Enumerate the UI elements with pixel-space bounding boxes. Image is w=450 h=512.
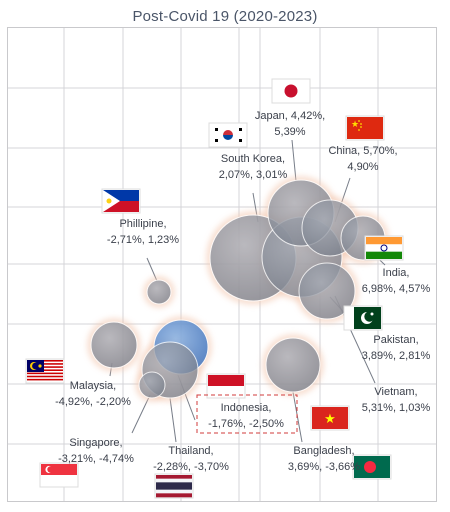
pakistan-flag-icon <box>343 305 383 331</box>
label-line1: China, 5,70%, <box>328 145 397 157</box>
point-label-vietnam: Vietnam, 5,31%, 1,03% <box>362 386 431 414</box>
svg-text:★: ★ <box>351 120 359 130</box>
indonesia-flag-icon <box>206 373 246 399</box>
point-label-phillipine: Phillipine, -2,71%, 1,23% <box>107 218 179 246</box>
labels: Japan, 4,42%, 5,39% China, 5,70%, 4,90% Sout… <box>55 110 430 473</box>
label-line1: Singapore, <box>69 437 122 449</box>
point-label-japan: Japan, 4,42%, 5,39% <box>255 110 325 138</box>
label-line2: -4,92%, -2,20% <box>55 396 131 408</box>
label-line1: Pakistan, <box>373 334 418 346</box>
label-line2: 6,98%, 4,57% <box>362 283 431 295</box>
bubble <box>265 337 321 393</box>
label-line1: Phillipine, <box>119 218 166 230</box>
leader-line-singapore <box>131 394 151 434</box>
philippines-flag-icon <box>101 188 141 214</box>
label-line1: India, <box>383 267 410 279</box>
malaysia-flag-icon <box>25 358 65 384</box>
label-line2: -2,28%, -3,70% <box>153 461 229 473</box>
china-flag-icon: ★ <box>345 115 385 141</box>
south-korea-flag-icon <box>208 122 248 148</box>
label-line1: South Korea, <box>221 153 285 165</box>
label-line2: 5,31%, 1,03% <box>362 402 431 414</box>
bubble <box>90 321 138 369</box>
label-line1: Thailand, <box>168 445 213 457</box>
point-label-singapore: Singapore, -3,21%, -4,74% <box>58 437 134 465</box>
point-label-india: India, 6,98%, 4,57% <box>362 267 431 295</box>
label-line2: 2,07%, 3,01% <box>219 169 288 181</box>
label-line1: Bangladesh, <box>293 445 354 457</box>
point-label-indonesia: Indonesia, -1,76%, -2,50% <box>208 402 284 430</box>
svg-text:★: ★ <box>324 412 336 427</box>
japan-flag-icon <box>271 78 311 104</box>
bubble <box>138 371 166 399</box>
label-line1: Malaysia, <box>70 380 116 392</box>
label-line1: Indonesia, <box>221 402 272 414</box>
label-line2: 4,90% <box>347 161 378 173</box>
india-flag-icon <box>364 235 404 261</box>
leader-line-thailand <box>169 397 177 443</box>
point-label-south-korea: South Korea, 2,07%, 3,01% <box>219 153 288 181</box>
point-label-bangladesh: Bangladesh, 3,69%, -3,66% <box>288 445 360 473</box>
point-label-malaysia: Malaysia, -4,92%, -2,20% <box>55 380 131 408</box>
leader-line-japan <box>291 139 297 182</box>
point-label-china: China, 5,70%, 4,90% <box>328 145 397 173</box>
label-line1: Japan, 4,42%, <box>255 110 325 122</box>
label-line2: 5,39% <box>274 126 305 138</box>
flags: ★★ <box>25 78 404 499</box>
label-line2: -3,21%, -4,74% <box>58 453 134 465</box>
vietnam-flag-icon: ★ <box>310 405 350 431</box>
label-line1: Vietnam, <box>374 386 417 398</box>
label-line2: 3,69%, -3,66% <box>288 461 360 473</box>
chart-title: Post-Covid 19 (2020-2023) <box>132 8 318 25</box>
point-label-thailand: Thailand, -2,28%, -3,70% <box>153 445 229 473</box>
highlight-box <box>196 394 298 434</box>
label-line2: -1,76%, -2,50% <box>208 418 284 430</box>
bubble <box>298 262 356 320</box>
singapore-flag-icon <box>39 462 79 488</box>
label-line2: -2,71%, 1,23% <box>107 234 179 246</box>
plot-frame <box>7 27 437 502</box>
thailand-flag-icon <box>154 473 194 499</box>
label-line2: 3,89%, 2,81% <box>362 350 431 362</box>
bubbles <box>87 176 389 402</box>
point-label-pakistan: Pakistan, 3,89%, 2,81% <box>362 334 431 362</box>
bangladesh-flag-icon <box>352 454 392 480</box>
bubble <box>146 279 172 305</box>
